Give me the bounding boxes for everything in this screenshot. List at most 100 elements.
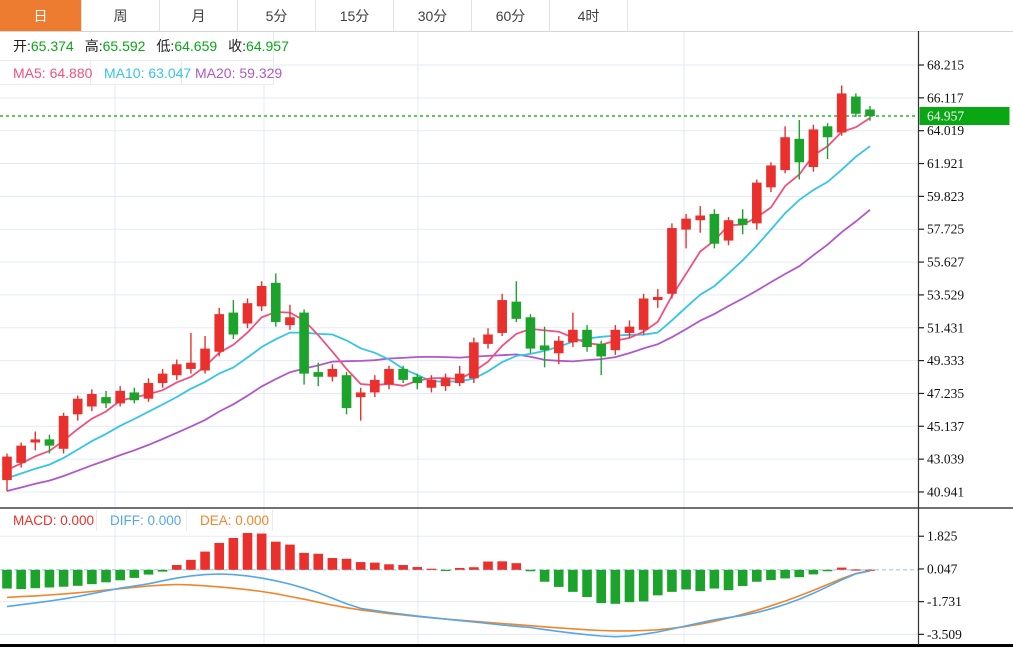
info-table: 开:65.374 高:65.592 低:64.659 收:64.957 MA5: 64…: [0, 32, 289, 85]
macd-hist-bar: [87, 569, 97, 585]
candlestick: [808, 124, 819, 172]
candlestick: [709, 209, 720, 249]
macd-hist-bar: [723, 569, 734, 591]
macd-hist-bar: [525, 569, 536, 572]
ma-value-ma20: MA20: 59.329: [195, 64, 283, 81]
ma10-line: [6, 145, 871, 479]
macd-hist-bar: [58, 569, 69, 587]
candlestick: [327, 364, 338, 382]
macd-hist-bar: [624, 569, 635, 603]
candlestick: [539, 326, 550, 368]
macd-hist-bar: [384, 564, 394, 570]
ohlc-close: 收:64.957: [228, 38, 289, 54]
candlestick: [398, 365, 408, 384]
candlestick: [794, 120, 805, 180]
candlestick: [638, 293, 649, 335]
macd-hist-bar: [355, 562, 366, 570]
macd-hist-bar: [469, 567, 479, 570]
macd-hist-bar: [539, 569, 550, 582]
macd-hist-bar: [412, 567, 423, 570]
macd-hist-bar: [171, 565, 182, 570]
candlestick: [737, 209, 748, 235]
candlestick: [553, 336, 564, 365]
price-axis[interactable]: 68.215 66.117 64.019 61.921 59.823 57.725 55.6…: [918, 58, 964, 642]
macd-hist-bar: [285, 544, 295, 570]
macd-panel[interactable]: [2, 533, 875, 638]
candlestick: [610, 325, 621, 355]
tab-monthly[interactable]: 月: [160, 0, 238, 31]
macd-hist-bar: [143, 569, 154, 575]
tab-60min[interactable]: 60分: [472, 0, 550, 31]
candlestick: [313, 362, 324, 387]
diff-line: [6, 570, 871, 638]
candlestick: [228, 300, 239, 340]
macd-hist-bar: [681, 569, 691, 590]
candlestick: [30, 431, 41, 451]
macd-readout: MACD: 0.000 DIFF: 0.000 DEA: 0.000: [0, 510, 273, 531]
candlestick: [652, 289, 663, 308]
ma-lines: [6, 117, 871, 492]
period-tabbar: 日周月 5分 15分 30分 60分 4时: [0, 0, 1013, 32]
candlestick: [667, 223, 677, 299]
tab-15min[interactable]: 15分: [316, 0, 394, 31]
axis-tick-label: 0.047: [927, 561, 958, 576]
macd-hist-bar: [426, 568, 437, 570]
macd-value-diff: DIFF: 0.000: [97, 510, 187, 531]
tab-daily[interactable]: 日: [0, 0, 82, 31]
macd-hist-bar: [483, 561, 493, 570]
macd-hist-bar: [157, 569, 168, 572]
macd-hist-bar: [737, 569, 748, 586]
macd-hist-bar: [16, 569, 26, 590]
macd-hist-bar: [667, 569, 677, 592]
ma-value-ma10: MA10: 63.047: [91, 60, 191, 85]
macd-hist-bar: [780, 569, 790, 579]
axis-tick-label: 1.825: [927, 529, 958, 544]
macd-hist-bar: [299, 552, 309, 570]
candlestick: [681, 213, 691, 249]
candlestick: [44, 434, 55, 454]
candlestick: [72, 395, 83, 421]
macd-hist-bar: [72, 569, 83, 586]
gridlines: [0, 31, 918, 645]
candlestick: [101, 390, 111, 409]
candlestick: [129, 387, 140, 404]
macd-hist-bar: [30, 569, 41, 589]
macd-hist-bar: [582, 569, 592, 598]
candles[interactable]: [2, 85, 875, 492]
macd-hist-bar: [214, 542, 225, 570]
tab-4hour[interactable]: 4时: [550, 0, 628, 31]
axis-tick-label: 49.333: [927, 353, 964, 368]
candlestick: [2, 453, 12, 492]
candlestick: [200, 336, 210, 374]
macd-hist-bar: [553, 569, 564, 587]
axis-tick-label: 66.117: [927, 90, 964, 105]
candlestick: [370, 375, 380, 398]
tab-5min[interactable]: 5分: [238, 0, 316, 31]
candlestick: [766, 162, 776, 193]
candlestick: [285, 304, 295, 330]
macd-hist-bar: [44, 569, 55, 588]
candlestick: [822, 123, 833, 160]
macd-hist-bar: [851, 569, 861, 571]
candlestick: [469, 337, 479, 384]
macd-hist-bar: [709, 569, 720, 589]
ohlc-high: 高:65.592: [84, 38, 146, 54]
macd-hist-bar: [497, 561, 507, 570]
tab-30min[interactable]: 30分: [394, 0, 472, 31]
macd-hist-bar: [794, 569, 805, 578]
axis-tick-label: 45.137: [927, 419, 964, 434]
axis-tick-label: 51.431: [927, 320, 964, 335]
candlestick: [256, 281, 267, 312]
macd-hist-bar: [596, 569, 606, 604]
macd-hist-bar: [115, 569, 125, 581]
axis-tick-label: 40.941: [927, 484, 964, 499]
candlestick: [596, 340, 606, 376]
candlestick: [157, 368, 168, 388]
candlestick: [624, 320, 635, 338]
tab-weekly[interactable]: 周: [82, 0, 160, 31]
macd-hist-bar: [129, 569, 140, 578]
axis-tick-label: 59.823: [927, 189, 964, 204]
macd-hist-bar: [836, 567, 847, 570]
